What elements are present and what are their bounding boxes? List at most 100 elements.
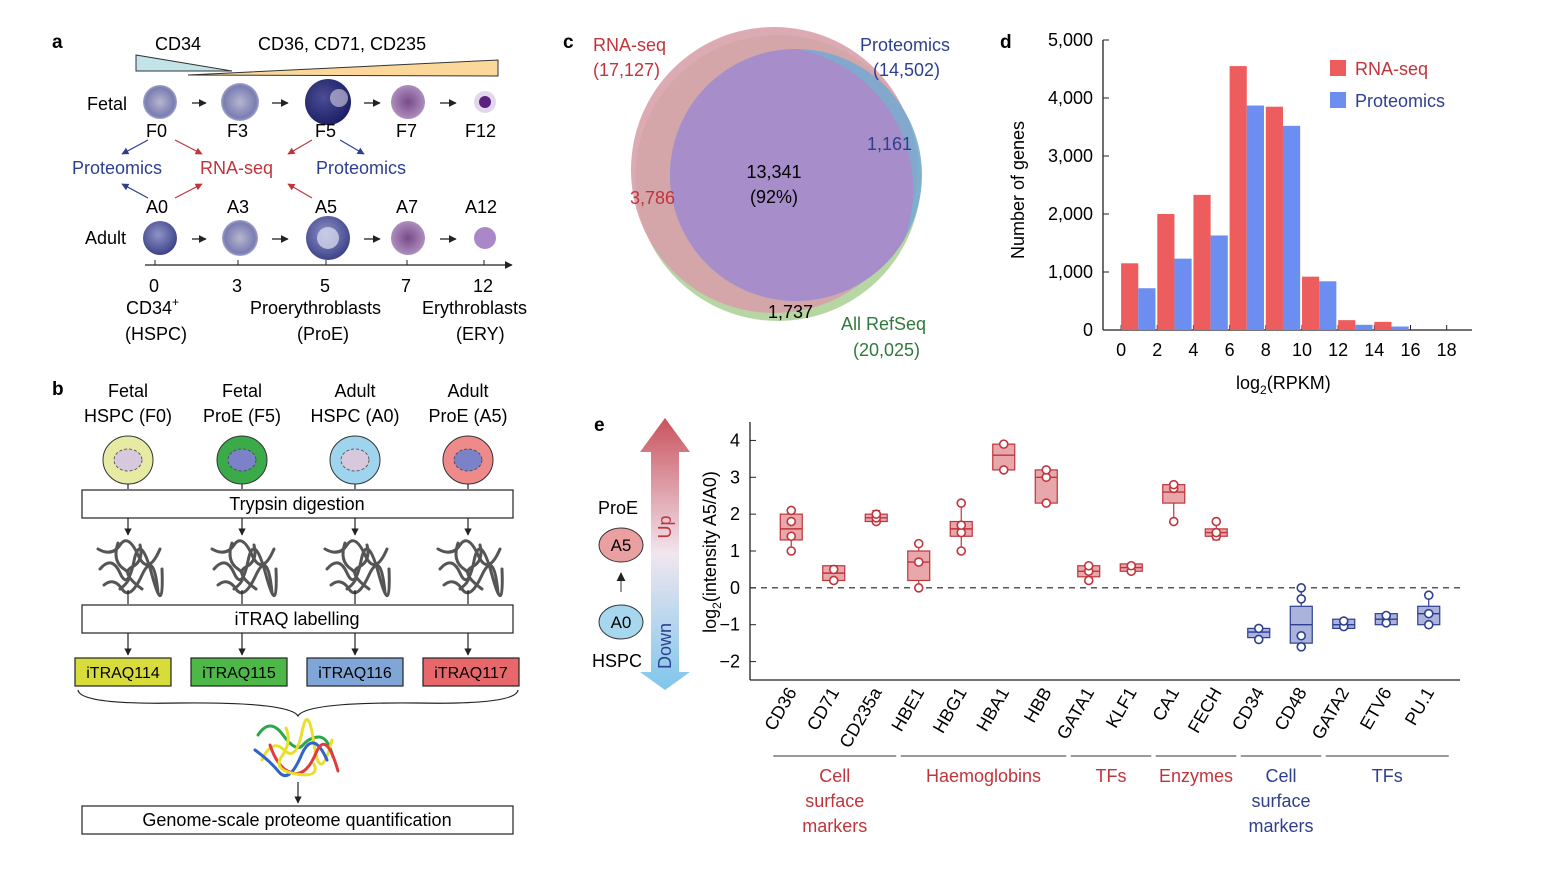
quantification-label: Genome-scale proteome quantification <box>142 810 451 830</box>
x-tick-label: 10 <box>1292 340 1312 360</box>
cell-label-f7: F7 <box>396 121 417 141</box>
data-point <box>828 575 839 586</box>
data-point <box>871 509 882 519</box>
peptide-green <box>256 724 335 759</box>
x-tick-label: 2 <box>1152 340 1162 360</box>
peptide-strand <box>466 543 484 591</box>
group-label-0: markers <box>802 816 867 836</box>
category-label-FECH: FECH <box>1184 684 1226 736</box>
peptide-strand <box>228 541 245 591</box>
data-point <box>828 564 839 575</box>
y-tick-label: 5,000 <box>1048 30 1093 50</box>
panel-c: c RNA-seq (17,127) Proteomics (14,502) 1… <box>563 27 950 360</box>
a0-node-label: A0 <box>611 613 632 632</box>
data-point <box>956 498 967 508</box>
flow-arrows <box>124 484 472 656</box>
f12-nucleus <box>479 96 491 108</box>
bar-proteomics-8 <box>1282 125 1301 330</box>
cell-image-a12 <box>474 227 496 249</box>
x-tick-label: 8 <box>1261 340 1271 360</box>
category-label-HBE1: HBE1 <box>887 684 928 735</box>
cd36-gradient-wedge <box>187 59 499 77</box>
trypsin-label: Trypsin digestion <box>229 494 364 514</box>
quantification-box <box>81 805 514 835</box>
peptide-strand <box>240 543 258 591</box>
arrow <box>174 139 203 155</box>
bar-rna-seq-4 <box>1193 194 1211 330</box>
group-label-5: TFs <box>1372 766 1403 786</box>
mixed-peptides <box>253 718 340 777</box>
bar-proteomics-10 <box>1319 281 1337 330</box>
proteomics-only-count: 1,161 <box>867 134 912 154</box>
hspc-label: HSPC <box>592 651 642 671</box>
cell-label-a12: A12 <box>465 197 497 217</box>
up-down-arrow <box>640 418 690 690</box>
stage-ery-line2: (ERY) <box>456 324 505 344</box>
x-tick-label: 12 <box>1328 340 1348 360</box>
group-label-4: markers <box>1248 816 1313 836</box>
histogram-chart: 0 1,000 2,000 3,000 4,000 5,000 0 2 4 6 8 10 12 14 16 1… <box>1048 30 1472 360</box>
y-tick-label: 0 <box>730 578 740 598</box>
y-tick-label: −1 <box>719 615 740 635</box>
data-point <box>1253 623 1264 634</box>
venn-overlap <box>670 49 914 301</box>
y-axis-label: Number of genes <box>1008 121 1028 259</box>
cell-image-f0 <box>143 85 177 119</box>
sample-1-line1: Fetal <box>222 381 262 401</box>
refseq-label: All RefSeq <box>841 314 926 334</box>
y-tick-label: 2 <box>730 504 740 524</box>
data-point <box>1381 610 1392 621</box>
cell-label-f0: F0 <box>146 121 167 141</box>
legend-label-1: Proteomics <box>1355 91 1445 111</box>
arrow <box>287 183 313 199</box>
legend-label-0: RNA-seq <box>1355 59 1428 79</box>
panel-a-label: a <box>52 32 63 53</box>
marker-cd34: CD34 <box>155 34 201 54</box>
peptide-strand <box>126 543 144 591</box>
category-label-GATA2: GATA2 <box>1308 684 1354 743</box>
category-label-HBG1: HBG1 <box>929 684 971 736</box>
bar-proteomics-6 <box>1246 105 1264 330</box>
refseq-count: (20,025) <box>853 340 920 360</box>
y-tick-label: 2,000 <box>1048 204 1093 224</box>
itraq-box <box>81 604 514 634</box>
bar-rna-seq-12 <box>1338 320 1356 330</box>
sample-1-line2: ProE (F5) <box>203 406 281 426</box>
x-tick-label: 4 <box>1188 340 1198 360</box>
data-point <box>998 465 1009 475</box>
data-point <box>998 439 1009 449</box>
y-tick-label: 1 <box>730 541 740 561</box>
sample-nucleus-2 <box>340 448 370 472</box>
data-point <box>956 546 967 556</box>
panel-d-label: d <box>1000 32 1012 53</box>
data-point <box>1211 516 1222 527</box>
bar-proteomics-12 <box>1355 324 1373 330</box>
itraq-tag-label-2: iTRAQ116 <box>318 665 392 682</box>
category-label-CD71: CD71 <box>803 684 843 734</box>
y-tick-label: 1,000 <box>1048 262 1093 282</box>
itraq-tag-label-0: iTRAQ114 <box>86 665 160 682</box>
sample-2-line1: Adult <box>334 381 375 401</box>
fetal-label: Fetal <box>87 94 127 114</box>
peptide-scribbles <box>96 539 504 598</box>
category-label-PU.1: PU.1 <box>1401 684 1438 729</box>
data-point <box>1296 583 1307 593</box>
sample-labels: Fetal HSPC (F0) Fetal ProE (F5) Adult HS… <box>84 381 508 426</box>
marker-cd36: CD36, CD71, CD235 <box>258 34 426 54</box>
sample-cells <box>102 435 494 485</box>
arrow <box>174 183 203 199</box>
rnaseq-center-label: RNA-seq <box>200 158 273 178</box>
category-label-CD48: CD48 <box>1270 684 1310 734</box>
arrow <box>121 183 149 199</box>
fetal-cell-labels: F0 F3 F5 F7 F12 <box>146 121 496 141</box>
sample-nucleus-1 <box>227 448 257 472</box>
trypsin-box <box>81 489 514 519</box>
legend-swatch-1 <box>1330 92 1346 108</box>
pooling-brace <box>77 689 519 718</box>
panel-b: b Fetal HSPC (F0) Fetal ProE (F5) Adult … <box>52 379 520 835</box>
bar-rna-seq-8 <box>1265 106 1283 330</box>
panel-e: e ProE A5 A0 HSPC Up Down log2(intensity… <box>592 415 1460 836</box>
data-point <box>1338 616 1349 626</box>
panel-d: d 0 1,000 2,000 3,000 4,000 5,000 0 2 4 6 8 10 12 14 1… <box>1000 30 1472 397</box>
